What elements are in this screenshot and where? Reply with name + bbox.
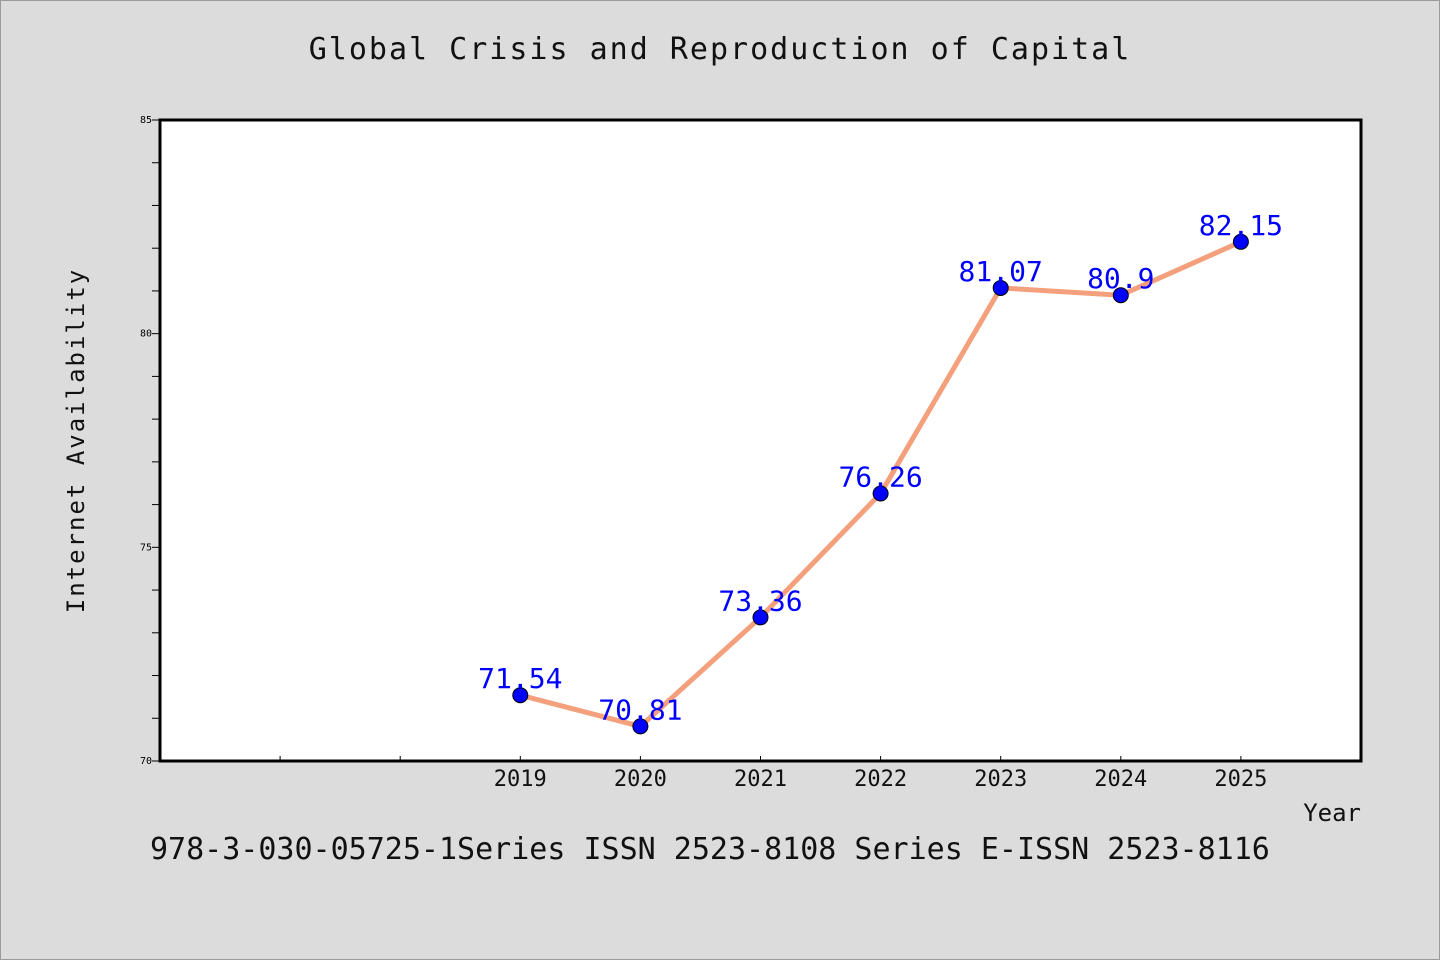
- x-tick-label: 2024: [1094, 767, 1147, 792]
- y-tick-label: 80: [140, 329, 152, 340]
- x-tick-label: 2025: [1214, 767, 1267, 792]
- data-point: [992, 279, 1009, 296]
- data-label: 76.26: [838, 460, 922, 493]
- x-tick-label: 2019: [494, 767, 547, 792]
- data-label: 80.9: [1087, 262, 1154, 295]
- chart-title: Global Crisis and Reproduction of Capita…: [308, 32, 1132, 67]
- data-label: 82.15: [1199, 209, 1283, 242]
- data-label: 81.07: [959, 255, 1043, 288]
- isbn-footer: 978-3-030-05725-1Series ISSN 2523-8108 S…: [150, 832, 1270, 867]
- data-point: [752, 609, 769, 626]
- data-label: 73.36: [718, 584, 802, 617]
- y-axis-label: Internet Availability: [62, 268, 90, 613]
- data-point: [512, 687, 529, 704]
- x-tick-label: 2020: [614, 767, 667, 792]
- x-tick-label: 2021: [734, 767, 787, 792]
- data-label: 70.81: [598, 693, 682, 726]
- y-tick-label: 75: [140, 542, 152, 553]
- data-point: [1112, 287, 1129, 304]
- y-tick-label: 70: [140, 756, 152, 767]
- data-label: 71.54: [478, 662, 562, 695]
- data-point: [632, 718, 649, 735]
- data-point: [1232, 233, 1249, 250]
- data-point: [872, 485, 889, 502]
- x-axis-label: Year: [1303, 799, 1361, 827]
- x-tick-label: 2023: [974, 767, 1027, 792]
- plot-area: [158, 118, 1363, 763]
- x-tick-label: 2022: [854, 767, 907, 792]
- y-tick-label: 85: [140, 115, 152, 126]
